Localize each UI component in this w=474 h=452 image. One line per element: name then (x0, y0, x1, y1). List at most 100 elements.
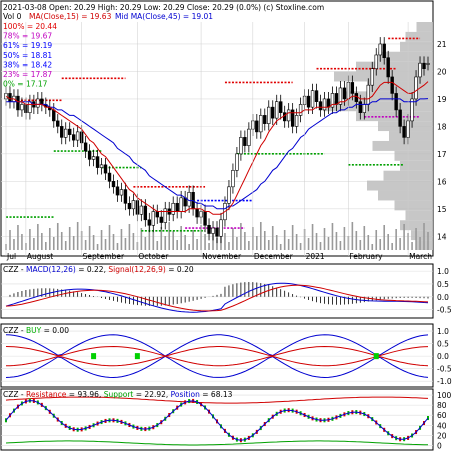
candle-body (40, 98, 44, 105)
volume-bar (295, 234, 298, 250)
quote-title: 2021-03-08 Open: 20.29 High: 20.29 Low: … (3, 3, 324, 12)
buy-lower-band (5, 355, 429, 379)
candle-body (127, 203, 132, 210)
candle-body (326, 98, 331, 108)
volume-bar (180, 226, 182, 250)
volume-bar (271, 226, 274, 250)
volume-profile-bar (400, 41, 433, 52)
volume-profile-bar (411, 230, 433, 241)
volume-bar (45, 242, 47, 250)
volume-bar (140, 228, 143, 250)
volume-bar (64, 241, 67, 250)
price-tick-label: 18 (437, 122, 447, 131)
candle-body (290, 109, 295, 127)
candle-body (358, 101, 363, 113)
resist-tick-label: 80 (437, 401, 447, 410)
candle-body (139, 205, 144, 215)
price-panel (0, 0, 434, 257)
buy-signal-marker (134, 353, 140, 360)
volume-bar (116, 243, 119, 250)
candle-body (354, 93, 359, 102)
buy-tick-label: 1.0 (437, 327, 449, 336)
candle-body (20, 104, 24, 111)
candle-body (394, 93, 398, 111)
candle-body (330, 93, 335, 108)
fib-level-label: 0% = 17.17 (3, 80, 48, 89)
volume-bar (29, 229, 31, 250)
macd-line (5, 282, 429, 313)
macd-tick-label: 0.5 (437, 280, 449, 289)
candle-body (111, 181, 116, 188)
candle-body (231, 170, 235, 188)
buy-title: CZZ - BUY = 0.00 (3, 326, 69, 335)
candle-body (239, 137, 243, 155)
buy-tick-label: -0.5 (437, 365, 452, 374)
volume-bar (60, 232, 63, 250)
candle-body (263, 115, 267, 124)
volume-bar (275, 235, 278, 250)
resist-tick-label: 20 (437, 431, 447, 440)
candle-body (298, 104, 303, 116)
volume-profile-bar (416, 22, 433, 32)
volume-profile-bar (367, 180, 433, 191)
candle-body (322, 98, 327, 111)
candle-body (16, 95, 20, 111)
candle-body (382, 43, 386, 59)
volume-bar (415, 228, 417, 250)
candle-body (52, 109, 56, 122)
candle-body (255, 120, 259, 133)
volume-bar (259, 222, 262, 250)
fib-level-label: 61% = 19.19 (3, 41, 52, 50)
volume-profile-bar (394, 200, 433, 211)
candle-body (271, 106, 275, 119)
volume-bar (41, 233, 43, 250)
volume-profile-bar (389, 131, 433, 141)
candle-body (422, 62, 426, 69)
candle-body (95, 156, 100, 168)
fib-level-label: 100% = 20.44 (3, 22, 57, 31)
volume-bar (256, 236, 258, 250)
volume-bar (168, 222, 171, 250)
volume-bar (287, 239, 290, 250)
candle-body (99, 164, 104, 168)
candle-body (418, 62, 422, 78)
volume-profile-bar (378, 190, 433, 201)
volume-bar (351, 222, 354, 250)
ma45-label: Mid MA(Close,45) = 19.01 (115, 12, 213, 21)
volume-profile-bar (334, 71, 433, 82)
candle-body (235, 153, 239, 171)
candle-body (386, 57, 390, 78)
resistance-line (5, 396, 429, 404)
volume-profile-bar (378, 51, 433, 62)
buy-upper-band (5, 334, 429, 357)
candle-body (107, 172, 112, 182)
buy-signal-marker (373, 353, 379, 360)
candle-body (374, 54, 378, 69)
ma15-label: MA(Close,15) = 19.63 (29, 12, 112, 21)
price-tick-label: 20 (437, 67, 447, 76)
volume-bar (108, 225, 111, 250)
buy-layer (1, 330, 433, 382)
candle-body (131, 200, 136, 210)
candle-body (247, 128, 251, 146)
candle-body (410, 98, 414, 122)
support-line (5, 440, 429, 446)
candle-body (119, 189, 124, 196)
candle-body (278, 101, 283, 113)
volume-bar (427, 232, 429, 250)
month-label: Jul (6, 252, 16, 261)
volume-bar (228, 242, 230, 250)
macd-title: CZZ - MACD(12,26) = 0.22, Signal(12,26,9… (3, 265, 194, 274)
month-label: November (202, 252, 242, 261)
candle-body (187, 192, 191, 207)
fib-level-label: 38% = 18.42 (3, 60, 52, 69)
volume-bar (379, 239, 382, 250)
volume-bar (319, 242, 322, 250)
volume-bar (327, 237, 330, 250)
volume-bar (92, 235, 95, 250)
candle-body (115, 186, 120, 196)
